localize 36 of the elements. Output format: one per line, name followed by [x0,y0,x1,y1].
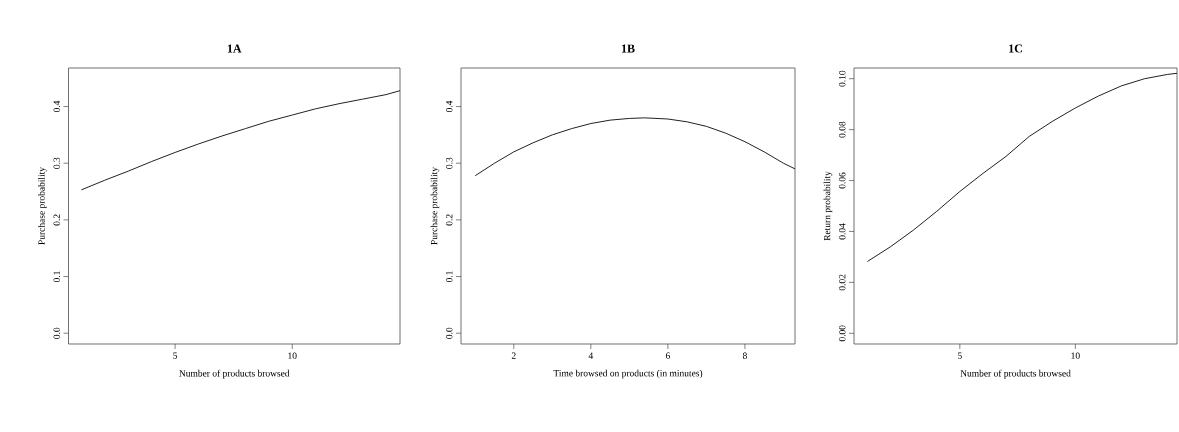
x-tick-label: 10 [1071,352,1080,359]
line-series [80,90,401,191]
y-tick-label: 0.3 [53,157,60,169]
x-tick-label: 2 [511,352,516,359]
y-tick-label: 0.1 [53,271,60,283]
chart-title: 1B [621,44,635,53]
y-axis-title: Purchase probability [430,166,440,245]
x-axis-title: Number of products browsed [960,369,1071,379]
x-tick-label: 4 [588,352,594,359]
y-tick-label: 0.00 [839,325,846,342]
y-tick-label: 0.2 [446,214,453,226]
x-axis-title: Time browsed on products (in minutes) [553,369,703,379]
y-tick-label: 0.4 [446,100,453,113]
y-tick-label: 0.4 [53,100,60,113]
x-tick-label: 5 [958,352,962,359]
y-tick-label: 0.0 [53,327,60,339]
x-tick-label: 6 [665,352,670,359]
x-tick-label: 10 [288,352,297,359]
chart-title: 1C [1009,44,1022,53]
chart-title: 1A [227,44,242,53]
y-tick-label: 0.1 [446,271,453,283]
y-axis-title: Return probability [823,171,833,241]
y-tick-label: 0.02 [839,274,846,291]
x-tick-label: 8 [742,352,747,359]
line-series [866,72,1178,262]
line-series [474,117,796,177]
y-tick-label: 0.06 [839,172,846,189]
y-tick-label: 0.2 [53,214,60,226]
y-tick-label: 0.0 [446,327,453,339]
y-tick-label: 0.10 [839,70,846,87]
y-axis-title: Purchase probability [38,166,47,245]
y-tick-label: 0.3 [446,157,453,169]
y-tick-label: 0.04 [839,223,846,240]
x-axis-title: Number of products browsed [179,369,290,379]
y-tick-label: 0.08 [839,121,846,138]
x-tick-label: 5 [173,352,178,359]
